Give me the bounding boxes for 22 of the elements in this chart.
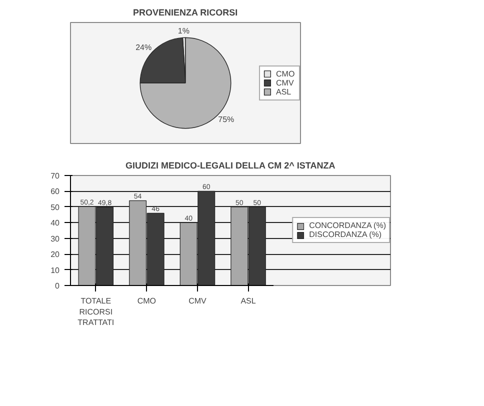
legend-label: CONCORDANZA (%) bbox=[309, 221, 386, 230]
x-tick-label: TOTALE RICORSI TRATTATI bbox=[78, 296, 114, 328]
data-label: 1% bbox=[178, 26, 190, 36]
chart-title: PROVENIENZA RICORSI bbox=[132, 8, 238, 18]
legend-label: ASL bbox=[276, 87, 292, 96]
data-label: 24% bbox=[136, 43, 152, 52]
legend-label: DISCORDANZA (%) bbox=[309, 230, 382, 239]
y-tick-label: 30 bbox=[50, 234, 60, 244]
x-tick-label: CMV bbox=[188, 296, 208, 306]
legend-label: CMO bbox=[276, 69, 296, 78]
data-label: 75% bbox=[218, 115, 234, 124]
y-tick-label: 50 bbox=[50, 202, 60, 212]
y-tick-label: 10 bbox=[50, 266, 60, 275]
y-tick-label: 0 bbox=[55, 282, 60, 290]
y-tick-label: 70 bbox=[50, 172, 60, 180]
chart-title: GIUDIZI MEDICO-LEGALI DELLA CM 2^ ISTANZA bbox=[125, 160, 336, 170]
legend-label: CMV bbox=[276, 78, 295, 87]
y-tick-label: 20 bbox=[50, 250, 60, 260]
x-tick-label: ASL bbox=[240, 296, 256, 306]
y-tick-label: 60 bbox=[50, 187, 60, 196]
y-tick-label: 40 bbox=[50, 218, 60, 228]
x-tick-label: CMO bbox=[137, 296, 156, 306]
